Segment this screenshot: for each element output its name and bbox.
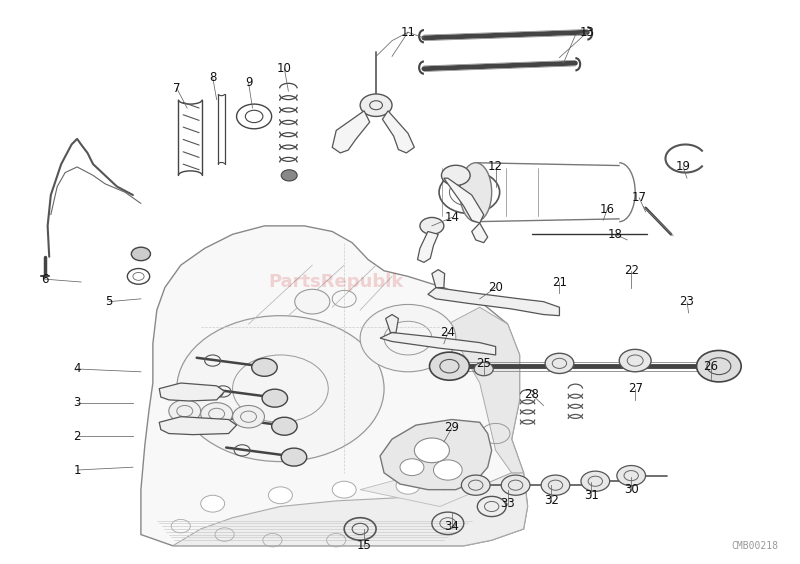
Polygon shape (382, 111, 414, 153)
Circle shape (400, 459, 424, 475)
Circle shape (177, 316, 384, 461)
Circle shape (269, 487, 292, 504)
Polygon shape (159, 383, 225, 401)
Text: 34: 34 (444, 519, 459, 532)
Text: 21: 21 (552, 275, 567, 289)
Text: 11: 11 (401, 26, 415, 39)
Circle shape (442, 165, 470, 186)
Text: 23: 23 (679, 295, 694, 308)
Circle shape (462, 475, 490, 495)
Text: 4: 4 (74, 363, 81, 376)
Circle shape (581, 471, 610, 491)
Polygon shape (380, 333, 496, 355)
Text: 32: 32 (544, 495, 559, 508)
Circle shape (541, 475, 570, 495)
Circle shape (697, 350, 742, 382)
Text: 25: 25 (476, 357, 491, 370)
Circle shape (434, 460, 462, 480)
Text: PartsRepublk: PartsRepublk (269, 273, 404, 291)
Text: 15: 15 (357, 539, 371, 552)
Circle shape (131, 247, 150, 261)
Circle shape (262, 389, 287, 407)
Circle shape (396, 477, 420, 494)
Text: 17: 17 (632, 191, 646, 204)
Circle shape (201, 403, 233, 425)
Text: 33: 33 (500, 497, 515, 510)
Text: 16: 16 (600, 202, 614, 215)
Text: 8: 8 (209, 70, 216, 83)
Polygon shape (332, 111, 370, 153)
Text: 24: 24 (440, 326, 455, 339)
Text: 3: 3 (74, 396, 81, 409)
Circle shape (422, 460, 458, 485)
Text: 7: 7 (173, 82, 181, 95)
Text: 28: 28 (524, 387, 539, 401)
Polygon shape (428, 288, 559, 316)
Text: 29: 29 (444, 421, 459, 434)
Text: 12: 12 (488, 160, 503, 174)
Circle shape (332, 481, 356, 498)
Text: 10: 10 (277, 62, 292, 75)
Polygon shape (444, 178, 484, 223)
Text: 26: 26 (703, 360, 718, 373)
Circle shape (272, 417, 297, 435)
Text: 31: 31 (584, 489, 598, 502)
Circle shape (294, 289, 330, 314)
Text: 14: 14 (444, 211, 459, 224)
Circle shape (252, 358, 278, 376)
Circle shape (169, 400, 201, 422)
Circle shape (617, 465, 646, 486)
Polygon shape (159, 417, 237, 435)
Polygon shape (141, 226, 527, 546)
Circle shape (282, 448, 306, 466)
Circle shape (360, 305, 456, 372)
Text: 18: 18 (608, 228, 622, 241)
Text: 13: 13 (580, 26, 594, 39)
Text: 9: 9 (245, 76, 252, 89)
Polygon shape (432, 270, 445, 288)
Polygon shape (360, 461, 480, 506)
Text: 1: 1 (74, 464, 81, 477)
Polygon shape (472, 223, 488, 243)
Polygon shape (380, 420, 492, 490)
Text: 22: 22 (624, 265, 638, 277)
Circle shape (502, 475, 530, 495)
Text: CMB00218: CMB00218 (732, 541, 778, 552)
Circle shape (545, 353, 574, 373)
Circle shape (282, 170, 297, 181)
Circle shape (420, 218, 444, 234)
Circle shape (360, 94, 392, 116)
Text: 2: 2 (74, 430, 81, 443)
Circle shape (201, 495, 225, 512)
Ellipse shape (460, 163, 492, 222)
Text: 5: 5 (106, 295, 113, 308)
Circle shape (619, 349, 651, 372)
Text: 27: 27 (628, 382, 642, 395)
Circle shape (430, 352, 470, 380)
Text: 20: 20 (488, 281, 503, 294)
Circle shape (233, 406, 265, 428)
Circle shape (414, 438, 450, 462)
Circle shape (474, 362, 494, 376)
Polygon shape (448, 307, 523, 473)
Circle shape (432, 473, 456, 490)
Polygon shape (173, 473, 527, 546)
Text: 30: 30 (624, 483, 638, 496)
Text: 19: 19 (675, 160, 690, 174)
Polygon shape (386, 315, 398, 333)
Polygon shape (418, 231, 438, 262)
Text: 6: 6 (42, 272, 49, 286)
